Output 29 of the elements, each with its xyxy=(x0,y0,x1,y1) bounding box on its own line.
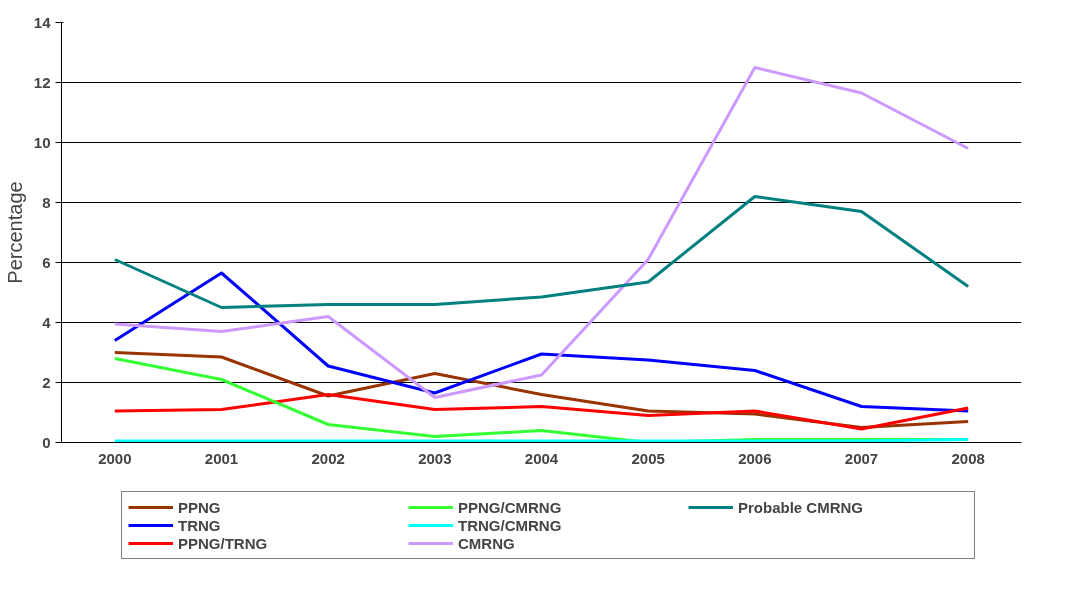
y-tick-label: 14 xyxy=(33,13,52,31)
x-tick-label: 2001 xyxy=(204,449,239,467)
legend-label: TRNG xyxy=(178,516,222,534)
y-axis-title: Percentage xyxy=(3,181,26,284)
x-tick-label: 2004 xyxy=(524,449,559,467)
x-tick-label: 2003 xyxy=(418,449,452,467)
legend-label: TRNG/CMRNG xyxy=(458,516,563,534)
y-tick-label: 12 xyxy=(33,73,51,91)
x-tick-label: 2008 xyxy=(951,449,985,467)
x-tick-label: 2002 xyxy=(311,449,345,467)
y-tick-label: 6 xyxy=(42,253,51,271)
legend-label: PPNG xyxy=(178,498,222,516)
legend-label: Probable CMRNG xyxy=(738,498,864,516)
line-series xyxy=(113,66,970,399)
x-tick-label: 2007 xyxy=(844,449,879,467)
legend-label: PPNG/TRNG xyxy=(178,534,269,552)
line-series xyxy=(113,393,970,431)
legend-label: PPNG/CMRNG xyxy=(458,498,563,516)
line-series xyxy=(113,195,970,309)
legend-label: CMRNG xyxy=(458,534,516,552)
y-tick-label: 0 xyxy=(42,433,51,451)
y-tick-label: 8 xyxy=(42,193,51,211)
line-series xyxy=(113,271,970,413)
y-tick-label: 4 xyxy=(42,313,52,331)
y-tick-label: 2 xyxy=(42,373,51,391)
y-tick-label: 10 xyxy=(33,133,51,151)
x-tick-label: 2005 xyxy=(631,449,665,467)
x-tick-label: 2000 xyxy=(98,449,132,467)
x-tick-label: 2006 xyxy=(738,449,772,467)
